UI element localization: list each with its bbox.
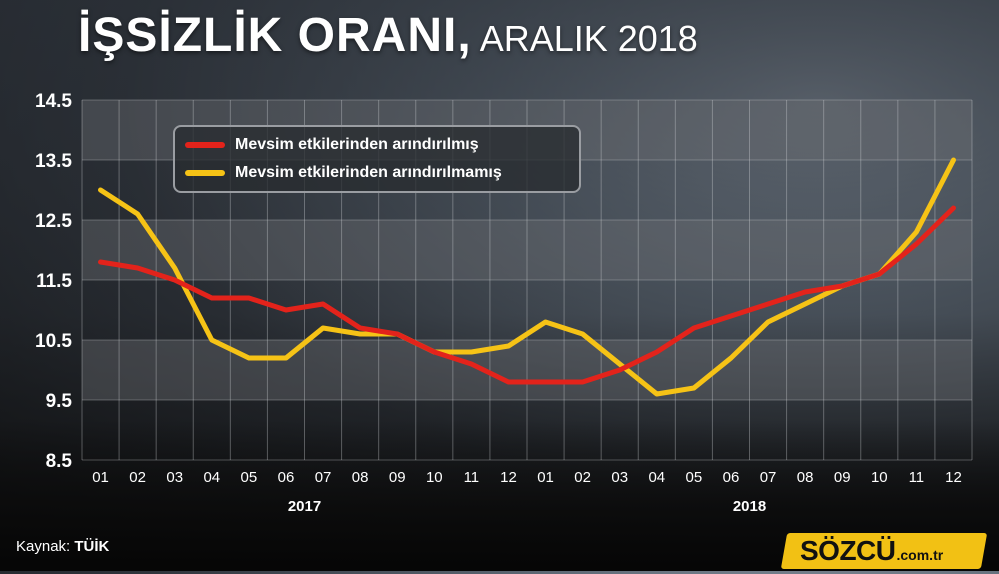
x-axis-ticks: 01 02 03 04 05 06 07 08 09 10 11 12 01 02 03 04 05 06 07 08… — [92, 469, 962, 486]
x-tick-label: 08 — [797, 469, 814, 486]
x-tick-label: 12 — [500, 469, 517, 486]
chart-bands — [82, 99, 972, 461]
series-lines — [98, 157, 956, 397]
legend: Mevsim etkilerinden arındırılmış Mevsim … — [173, 125, 581, 193]
x-tick-label: 01 — [92, 469, 109, 486]
y-tick-label: 13.5 — [35, 151, 72, 172]
legend-item-not-adjusted: Mevsim etkilerinden arındırılmamış — [185, 164, 502, 182]
legend-item-seasonally-adjusted: Mevsim etkilerinden arındırılmış — [185, 136, 479, 154]
chart-title: İŞSİZLİK ORANI, ARALIK 2018 — [78, 8, 698, 63]
year-label: 2018 — [733, 498, 766, 515]
x-tick-label: 03 — [611, 469, 628, 486]
x-tick-label: 04 — [648, 469, 665, 486]
x-tick-label: 02 — [574, 469, 591, 486]
legend-swatch-yellow — [185, 170, 225, 176]
y-tick-label: 10.5 — [35, 331, 72, 352]
x-tick-label: 06 — [723, 469, 740, 486]
legend-label: Mevsim etkilerinden arındırılmamış — [235, 164, 502, 181]
series-line — [98, 157, 956, 397]
source-note: Kaynak: TÜİK — [16, 538, 109, 555]
vertical-gridlines — [81, 100, 973, 460]
legend-label: Mevsim etkilerinden arındırılmış — [235, 136, 479, 153]
x-tick-label: 03 — [166, 469, 183, 486]
x-tick-label: 11 — [909, 469, 925, 486]
legend-swatch-red — [185, 142, 225, 148]
brand-logo: SÖZCÜ.com.tr — [800, 533, 943, 569]
year-label: 2017 — [288, 498, 321, 515]
y-tick-label: 14.5 — [35, 91, 72, 112]
chart-band — [82, 220, 972, 280]
y-tick-label: 8.5 — [46, 451, 73, 472]
brand-domain: .com.tr — [896, 547, 944, 563]
x-tick-label: 02 — [129, 469, 146, 486]
x-tick-label: 09 — [834, 469, 851, 486]
x-tick-label: 11 — [464, 469, 480, 486]
source-value: TÜİK — [74, 538, 110, 555]
year-labels: 2017 2018 — [288, 498, 766, 515]
x-tick-label: 06 — [278, 469, 295, 486]
x-tick-label: 12 — [945, 469, 962, 486]
brand-name: SÖZCÜ — [800, 535, 896, 566]
x-tick-label: 10 — [871, 469, 888, 486]
x-tick-label: 07 — [760, 469, 777, 486]
x-tick-label: 01 — [537, 469, 554, 486]
title-main: İŞSİZLİK ORANI, — [78, 9, 472, 62]
x-tick-label: 05 — [241, 469, 258, 486]
x-tick-label: 05 — [686, 469, 703, 486]
y-axis-ticks: 14.5 13.5 12.5 11.5 10.5 9.5 8.5 — [35, 91, 72, 472]
y-tick-label: 11.5 — [36, 271, 72, 292]
series-line — [98, 205, 956, 385]
x-tick-label: 04 — [203, 469, 220, 486]
y-tick-label: 12.5 — [35, 211, 72, 232]
x-tick-label: 10 — [426, 469, 443, 486]
y-tick-label: 9.5 — [46, 391, 73, 412]
title-sub: ARALIK 2018 — [479, 18, 698, 59]
x-tick-label: 08 — [352, 469, 369, 486]
x-tick-label: 09 — [389, 469, 406, 486]
x-tick-label: 07 — [315, 469, 332, 486]
source-label: Kaynak: — [16, 538, 71, 555]
